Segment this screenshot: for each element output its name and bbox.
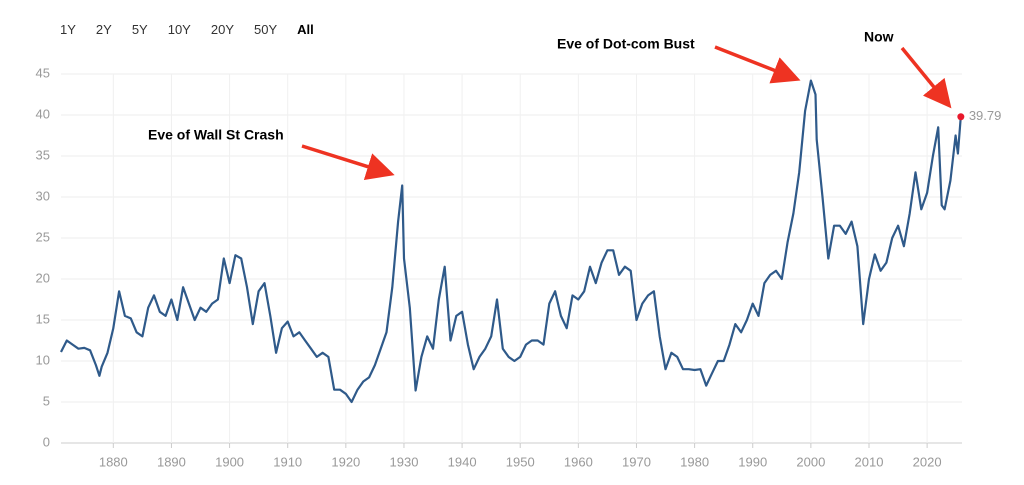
current-value-label: 39.79 (969, 108, 1002, 123)
y-tick-label: 25 (36, 229, 50, 244)
data-line (60, 79, 962, 404)
x-tick-label: 2000 (796, 454, 825, 469)
annotation: Now (864, 29, 894, 45)
y-tick-label: 35 (36, 147, 50, 162)
current-point (957, 113, 965, 121)
range-button[interactable]: All (297, 22, 314, 37)
y-tick-label: 20 (36, 270, 50, 285)
y-tick-label: 10 (36, 352, 50, 367)
y-tick-label: 5 (43, 393, 50, 408)
arrow (301, 144, 395, 181)
annotation: Eve of Wall St Crash (148, 127, 284, 143)
y-tick-label: 0 (43, 434, 50, 449)
annotation: Eve of Dot-com Bust (557, 36, 695, 52)
x-tick-label: 1880 (99, 454, 128, 469)
x-tick-label: 1950 (506, 454, 535, 469)
x-tick-label: 1960 (564, 454, 593, 469)
range-buttons: 1Y 2Y 5Y 10Y 20Y 50Y All (60, 22, 314, 37)
x-tick-label: 1930 (390, 454, 419, 469)
y-tick-label: 45 (36, 65, 50, 80)
y-tick-label: 15 (36, 311, 50, 326)
x-tick-label: 1910 (273, 454, 302, 469)
x-tick-label: 1900 (215, 454, 244, 469)
x-tick-label: 1990 (738, 454, 767, 469)
range-button[interactable]: 5Y (131, 22, 148, 37)
arrow (714, 45, 801, 84)
arrow (900, 46, 952, 109)
x-tick-label: 1890 (157, 454, 186, 469)
range-button[interactable]: 2Y (95, 22, 112, 37)
x-tick-label: 1970 (622, 454, 651, 469)
range-button[interactable]: 50Y (254, 22, 278, 37)
range-button[interactable]: 10Y (167, 22, 191, 37)
x-tick-label: 2020 (913, 454, 942, 469)
x-tick-label: 1940 (448, 454, 477, 469)
y-tick-label: 30 (36, 188, 50, 203)
x-tick-label: 1980 (680, 454, 709, 469)
x-tick-label: 2010 (855, 454, 884, 469)
y-tick-label: 40 (36, 106, 50, 121)
x-tick-label: 1920 (331, 454, 360, 469)
range-button[interactable]: 20Y (210, 22, 234, 37)
range-button[interactable]: 1Y (60, 22, 76, 37)
